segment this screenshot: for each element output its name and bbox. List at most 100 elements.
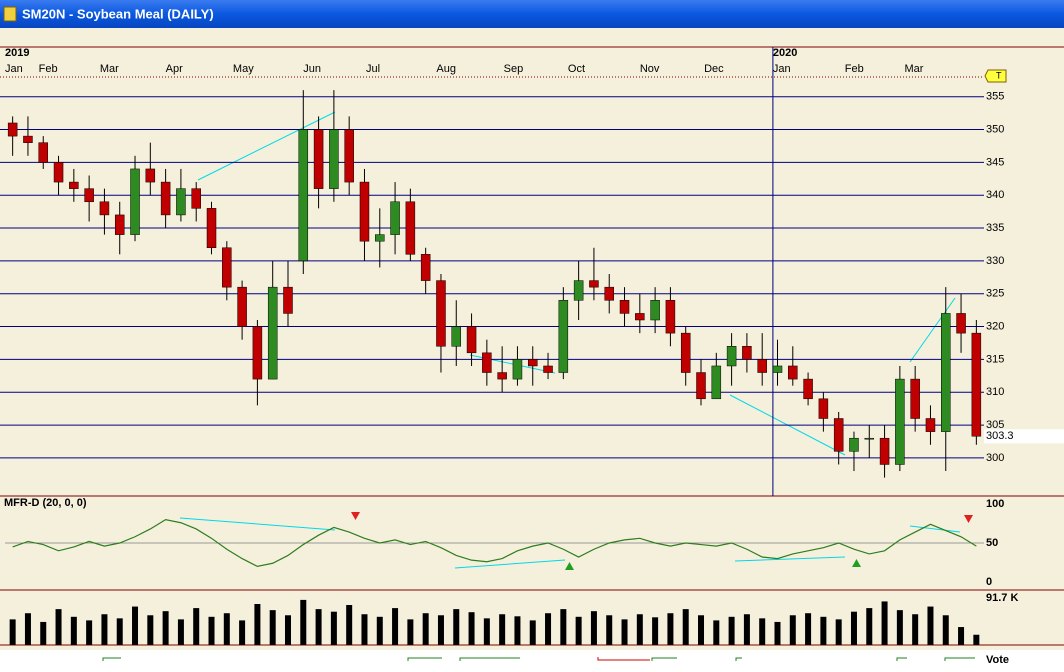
candle-body [53,162,64,183]
candle-body [99,201,110,216]
volume-bar [514,616,521,645]
candle-body [604,286,614,301]
y-tick-label: 100 [986,498,1004,510]
month-label: Dec [704,63,724,75]
y-tick-label: 325 [986,288,1004,300]
volume-bar [896,610,903,645]
candle-body [267,286,278,380]
volume-bar [361,614,368,645]
candle-body [69,181,79,189]
month-label: Mar [904,63,923,75]
candle-body [497,372,507,380]
volume-bar [789,615,796,645]
candle-body [84,188,94,203]
chart-background [0,28,1064,650]
volume-bar [606,615,613,645]
volume-bar [850,611,857,645]
volume-bar [193,608,200,645]
year-label: 2019 [5,47,29,59]
candle-body [329,129,339,189]
candle-body [925,418,936,432]
volume-bar [805,613,812,645]
vote-button[interactable]: Vote [986,654,1009,666]
candle-body [543,365,553,373]
candle-body [941,313,951,432]
candle-body [283,286,293,314]
candle-body [313,129,324,189]
y-tick-label: 345 [986,156,1004,168]
candle-body [680,332,691,373]
candle-body [772,365,783,373]
candle-body [589,280,599,288]
month-label: Feb [845,63,864,75]
volume-bar [132,606,139,645]
candle-body [206,208,217,249]
y-tick-label: 0 [986,576,992,588]
trade-flag[interactable] [984,69,1007,83]
volume-bar [973,634,980,645]
candle-body [114,214,125,235]
y-tick-label: 330 [986,255,1004,267]
volume-bar [652,617,659,645]
volume-bar [621,619,628,645]
candle-body [711,365,722,400]
month-label: Jun [303,63,321,75]
month-label: Jul [366,63,380,75]
volume-bar [912,614,919,645]
volume-bar [713,620,720,645]
volume-bar [162,611,169,645]
candle-body [527,359,538,367]
y-tick-label: 350 [986,123,1004,135]
volume-bar [590,611,597,645]
year-label: 2020 [773,47,797,59]
candle-body [375,234,385,242]
volume-bar [177,619,184,645]
volume-bar [958,627,965,645]
month-label: Sep [504,63,524,75]
candle-body [176,188,186,216]
candle-body [803,378,813,400]
volume-bar [284,615,291,645]
volume-bar [101,614,108,645]
candle-body [390,201,400,235]
candle-body [619,300,630,314]
volume-bar [728,616,735,645]
volume-bar [453,609,460,645]
candle-body [895,378,905,465]
indicator-line [12,518,977,568]
volume-bar [55,609,62,645]
volume-bar [392,608,399,645]
month-label: Nov [640,63,660,75]
candle-body [573,280,584,301]
candle-body [7,122,18,137]
volume-bar [24,613,31,645]
candle-body [650,300,660,321]
y-tick-label: 315 [986,353,1004,365]
volume-bar [40,621,47,645]
candle-body [726,346,737,367]
candle-body [818,398,829,419]
month-label: Jan [5,63,23,75]
volume-bar [529,620,536,645]
candle-body [160,181,171,216]
candle-body [222,247,232,288]
last-price-box [984,429,1064,444]
candle-body [742,346,752,360]
indicator-title: MFR-D (20, 0, 0) [4,497,87,509]
footer-bar [0,650,1064,672]
month-label: Oct [568,63,585,75]
volume-bar [9,619,16,645]
candle-body [451,326,462,347]
candle-body [696,372,706,400]
candle-body [237,286,247,327]
volume-bar [927,606,934,645]
volume-bar [437,615,444,645]
candle-body [558,300,569,373]
volume-bar [407,619,414,645]
trend-lines [179,111,961,569]
volume-bar [116,618,123,645]
last-price-label: 303.3 [986,430,1014,442]
candle-body [466,326,477,354]
candle-body [405,201,416,255]
